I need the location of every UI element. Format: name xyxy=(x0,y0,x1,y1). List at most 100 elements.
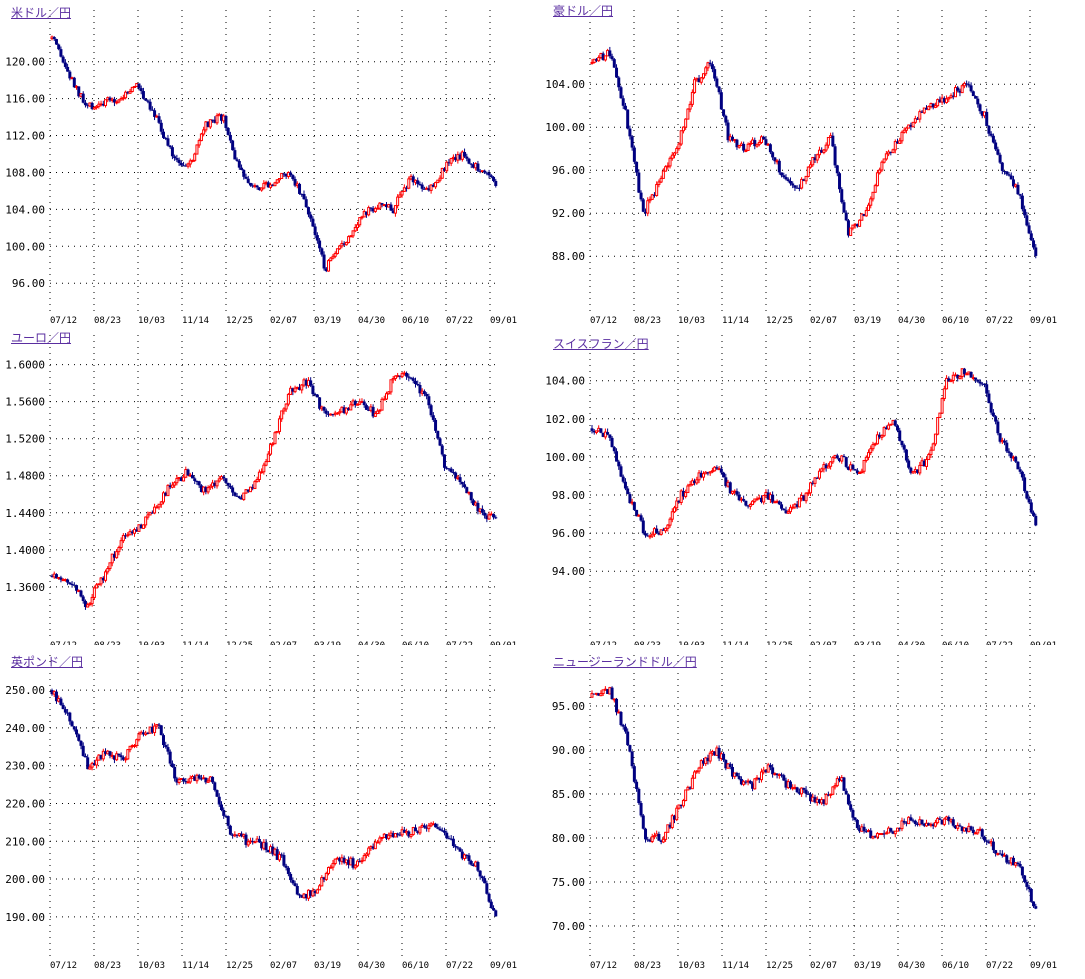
candle xyxy=(449,466,453,473)
candle xyxy=(982,383,986,388)
candle xyxy=(949,378,953,383)
x-tick-label: 12/25 xyxy=(226,961,253,971)
candle xyxy=(309,211,313,222)
candle xyxy=(623,723,627,734)
candle xyxy=(144,516,148,528)
candle xyxy=(405,371,409,380)
candle xyxy=(133,744,137,749)
x-tick-label: 06/10 xyxy=(942,641,969,645)
candle xyxy=(195,144,199,155)
x-tick-label: 10/03 xyxy=(678,316,705,325)
candle xyxy=(206,778,210,783)
candle xyxy=(420,182,424,192)
candle xyxy=(57,43,61,51)
candle xyxy=(777,500,781,506)
candle xyxy=(75,85,79,90)
candle xyxy=(119,96,123,101)
candle xyxy=(162,491,165,505)
candle xyxy=(442,167,446,172)
candle xyxy=(313,392,317,397)
x-tick-label: 08/23 xyxy=(634,961,661,971)
candle xyxy=(329,256,333,262)
candle xyxy=(333,410,337,417)
candle xyxy=(896,138,900,144)
candle xyxy=(353,224,357,233)
candle xyxy=(702,757,705,766)
candle xyxy=(1016,182,1020,195)
candle xyxy=(124,756,128,763)
candle xyxy=(775,773,779,779)
candle xyxy=(445,160,449,174)
y-tick-label: 100.00 xyxy=(545,451,585,464)
chart-title-link[interactable]: 豪ドル／円 xyxy=(553,4,614,18)
candle xyxy=(764,769,768,774)
candle xyxy=(291,387,295,396)
candle xyxy=(141,87,145,100)
candle xyxy=(322,251,326,271)
candle xyxy=(202,126,206,137)
candle xyxy=(454,844,458,851)
candle xyxy=(860,212,864,221)
candle xyxy=(331,253,335,260)
candle xyxy=(150,106,154,111)
candle xyxy=(86,103,90,109)
candle xyxy=(293,176,297,188)
candle xyxy=(494,178,498,188)
candle xyxy=(483,875,487,884)
x-tick-label: 08/23 xyxy=(94,641,121,645)
candle xyxy=(838,171,842,193)
candle xyxy=(594,57,598,63)
candle xyxy=(673,505,677,514)
candle xyxy=(904,448,908,463)
candle xyxy=(79,589,83,598)
chart-title-link[interactable]: 英ポンド／円 xyxy=(11,655,84,669)
candle xyxy=(331,860,335,871)
chart-chf-jpy: スイスフラン／円 07/1208/2310/0311/1412/2502/070… xyxy=(540,325,1080,645)
candle xyxy=(858,824,862,834)
candle xyxy=(72,726,76,732)
chart-title-link[interactable]: 米ドル／円 xyxy=(11,6,72,20)
candle xyxy=(967,371,971,376)
x-tick-label: 07/12 xyxy=(50,316,77,325)
candle xyxy=(360,215,364,220)
candle xyxy=(1011,455,1015,461)
candle xyxy=(842,454,846,458)
candle xyxy=(715,745,719,757)
candle xyxy=(646,532,650,537)
candle xyxy=(108,96,112,103)
candle xyxy=(311,383,315,397)
candle xyxy=(987,390,991,404)
candle xyxy=(594,692,598,696)
x-tick-label: 04/30 xyxy=(898,316,925,325)
candle xyxy=(153,108,157,121)
candle xyxy=(387,203,391,208)
chart-title-link[interactable]: スイスフラン／円 xyxy=(553,337,649,351)
candle xyxy=(86,754,90,770)
candle xyxy=(871,191,875,202)
x-tick-label: 03/19 xyxy=(314,641,341,645)
x-tick-label: 10/03 xyxy=(138,961,165,971)
x-tick-label: 09/01 xyxy=(1030,641,1057,645)
candlestick-plot: 07/12 08/23 10/03 11/14 12/25 02/07 03/19 04/30… xyxy=(5,10,517,325)
candle xyxy=(991,133,995,144)
candle xyxy=(92,759,96,766)
x-tick-label: 12/25 xyxy=(226,641,253,645)
candle xyxy=(793,502,797,510)
candle xyxy=(1009,452,1013,462)
candle xyxy=(275,846,279,860)
chart-title-link[interactable]: ユーロ／円 xyxy=(11,331,72,345)
candle xyxy=(420,388,424,396)
candle xyxy=(438,175,442,183)
candle xyxy=(289,170,293,177)
candle xyxy=(675,146,679,154)
candle xyxy=(639,190,643,202)
candle xyxy=(458,473,462,485)
candle xyxy=(985,839,989,846)
chart-title-link[interactable]: ニュージーランドドル／円 xyxy=(553,655,697,669)
candle xyxy=(844,788,848,795)
candle xyxy=(900,817,904,832)
candle xyxy=(920,110,924,113)
candle xyxy=(445,830,449,840)
candle xyxy=(773,500,777,504)
candle xyxy=(438,436,442,447)
